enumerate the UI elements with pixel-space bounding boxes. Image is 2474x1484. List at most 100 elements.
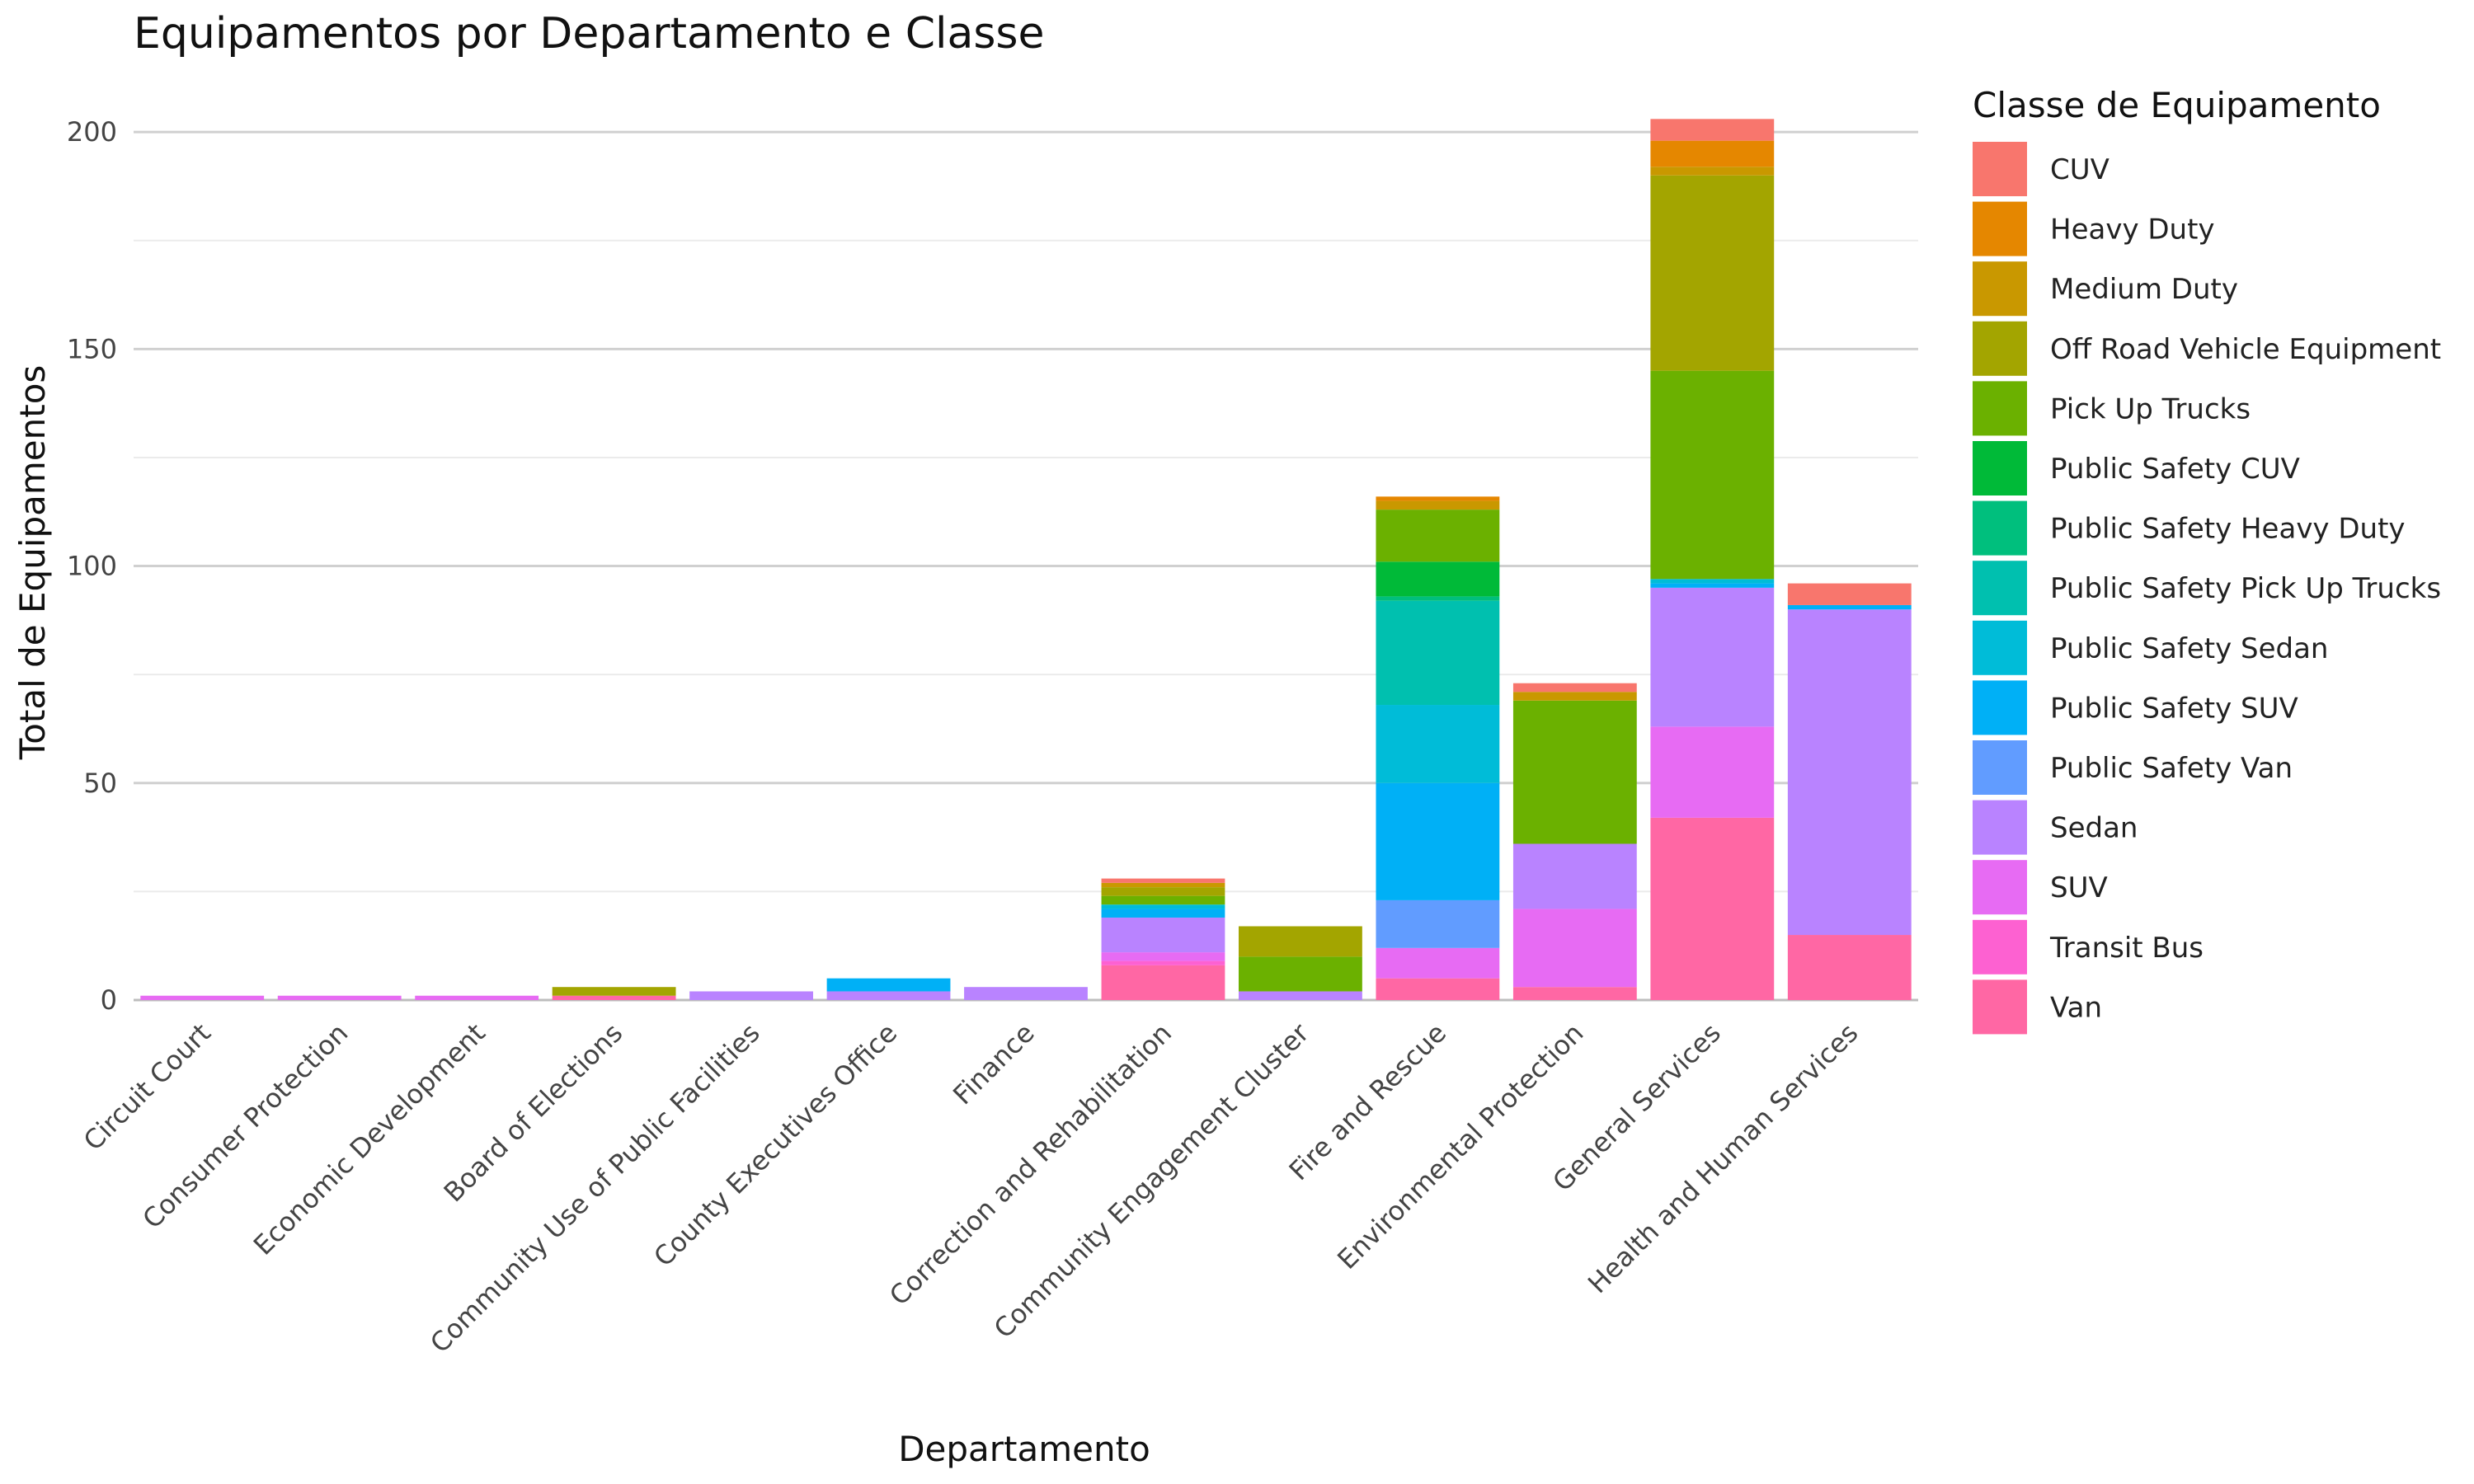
bar-segment [1376,561,1500,597]
x-tick-label: County Executives Office [647,1017,903,1273]
bar-segment [1376,978,1500,1000]
bar-segment [826,991,951,1000]
bar-segment [1650,726,1775,818]
legend-swatch [1973,441,2027,495]
y-tick-label: 200 [67,116,117,148]
bar-segment [1650,140,1775,167]
x-tick-label: Correction and Rehabilitation [883,1017,1178,1312]
legend-label: Public Safety SUV [2050,692,2298,725]
legend-label: Off Road Vehicle Equipment [2050,333,2441,366]
y-axis-title: Total de Equipamentos [12,365,53,761]
bars [140,119,1912,1000]
bar-segment [1101,909,1225,918]
legend-label: Public Safety Heavy Duty [2050,513,2406,546]
bar-segment [1650,370,1775,580]
x-tick-label: Economic Development [247,1017,492,1261]
x-tick-label: Environmental Protection [1331,1017,1589,1275]
bar-segment [1101,895,1225,905]
bar-segment [1512,683,1637,693]
legend-label: Public Safety CUV [2050,453,2300,486]
bar-segment [1512,987,1637,1000]
legend-label: Sedan [2050,812,2138,845]
x-tick-label: Health and Human Services [1582,1017,1864,1299]
bar-segment [552,995,676,1000]
bar-segment [415,995,539,1000]
bar-segment [1787,604,1912,610]
legend-swatch [1973,500,2027,556]
bar-segment [1512,700,1637,844]
chart-title: Equipamentos por Departamento e Classe [134,9,1045,59]
bar-segment [1787,583,1912,605]
bar-segment [277,995,402,1000]
bar-segment [1239,991,1362,1000]
bar-segment [1101,960,1225,965]
y-tick-label: 0 [101,984,117,1016]
bar-segment [140,995,265,1000]
bar-segment [552,987,676,996]
bar-segment [1376,510,1500,562]
bar-segment [826,978,951,992]
bar-segment [1512,909,1637,988]
x-tick-label: Finance [947,1017,1040,1111]
bar-segment [1650,583,1775,588]
bar-segment [1376,705,1500,783]
legend-swatch [1973,142,2027,196]
bar-segment [1376,600,1500,706]
legend-swatch [1973,620,2027,675]
legend-label: CUV [2050,153,2109,186]
bar-segment [964,987,1088,1000]
bar-segment [1512,692,1637,701]
x-axis-title: Departamento [898,1429,1150,1469]
bar-segment [1239,926,1362,957]
bar-segment [1512,843,1637,909]
legend-swatch [1973,201,2027,256]
legend-label: Van [2050,991,2102,1024]
bar-segment [1101,882,1225,888]
legend-label: Public Safety Pick Up Trucks [2050,572,2441,605]
legend-label: SUV [2050,871,2108,904]
bar-segment [1650,817,1775,1000]
legend-swatch [1973,800,2027,855]
y-tick-label: 150 [67,333,117,364]
legend-title: Classe de Equipamento [1973,85,2381,125]
bar-segment [1650,587,1775,727]
bar-segment [1650,175,1775,371]
bar-segment [1376,782,1500,900]
y-tick-label: 100 [67,551,117,582]
bar-segment [1650,167,1775,176]
legend-swatch [1973,381,2027,436]
x-tick-label: Circuit Court [78,1017,217,1157]
legend-swatch [1973,680,2027,735]
bar-segment [1376,496,1500,501]
legend-swatch [1973,561,2027,616]
legend-swatch [1973,261,2027,317]
bar-segment [1787,935,1912,1000]
bar-segment [1101,904,1225,909]
bar-segment [1650,119,1775,141]
x-tick-label: Community Engagement Cluster [988,1017,1315,1344]
legend: Classe de Equipamento CUV Heavy Duty Mediu… [1973,85,2441,1035]
bar-segment [1101,952,1225,961]
bar-segment [1376,500,1500,510]
bar-segment [1650,579,1775,584]
bar-segment [1376,596,1500,601]
bar-segment [1101,965,1225,1000]
bar-segment [689,991,813,1000]
legend-label: Public Safety Van [2050,752,2293,785]
bar-segment [1101,887,1225,896]
legend-label: Medium Duty [2050,273,2238,306]
legend-label: Transit Bus [2049,932,2204,965]
legend-label: Heavy Duty [2050,214,2215,247]
legend-label: Public Safety Sedan [2050,632,2328,665]
legend-label: Pick Up Trucks [2050,392,2251,425]
bar-segment [1787,609,1912,936]
legend-swatch [1973,979,2027,1035]
legend-swatch [1973,740,2027,795]
legend-swatch [1973,860,2027,915]
legend-swatch [1973,919,2027,974]
y-tick-label: 50 [83,768,117,799]
bar-segment [1101,917,1225,953]
legend-items: CUV Heavy Duty Medium Duty Off Road Vehicle… [1973,142,2441,1035]
legend-swatch [1973,321,2027,376]
